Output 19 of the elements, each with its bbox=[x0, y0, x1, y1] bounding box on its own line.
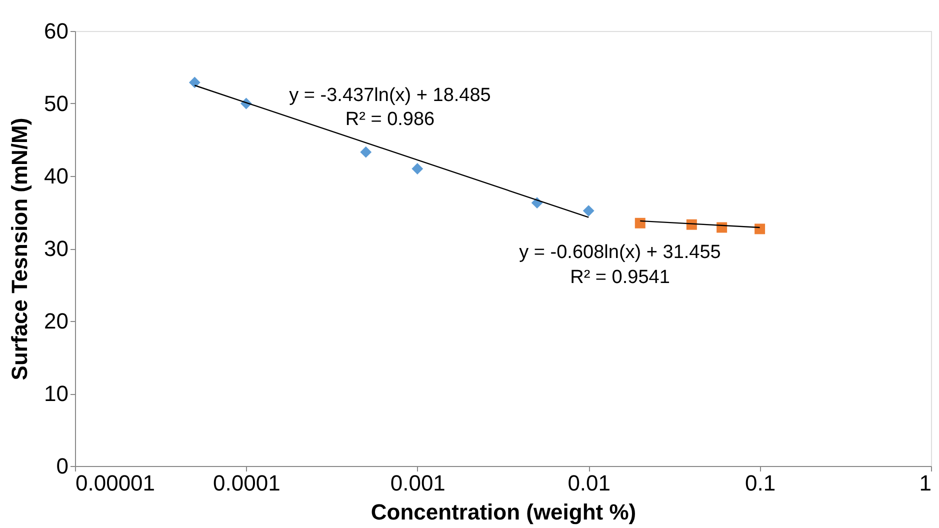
x-tick-label: 0.1 bbox=[745, 470, 776, 496]
x-axis-title: Concentration (weight %) bbox=[370, 500, 636, 524]
x-tick-label: 0.001 bbox=[390, 470, 446, 496]
y-tick-label: 30 bbox=[44, 236, 68, 261]
annotation: R² = 0.986 bbox=[345, 109, 435, 130]
y-tick-label: 60 bbox=[44, 18, 68, 44]
x-tick-label: 0.01 bbox=[568, 470, 611, 496]
y-tick-label: 10 bbox=[44, 381, 68, 406]
y-tick-label: 0 bbox=[56, 454, 68, 478]
annotation: y = -3.437ln(x) + 18.485 bbox=[289, 85, 491, 106]
y-axis-title: Surface Tesnsion (mN/M) bbox=[7, 118, 32, 380]
annotation: R² = 0.9541 bbox=[570, 267, 670, 288]
x-tick-label: 0.0001 bbox=[213, 470, 280, 496]
y-tick-label: 20 bbox=[44, 308, 68, 334]
y-tick-label: 50 bbox=[44, 91, 68, 116]
annotation: y = -0.608ln(x) + 31.455 bbox=[519, 242, 721, 263]
x-tick-label: 0.00001 bbox=[76, 470, 156, 496]
y-tick-label: 40 bbox=[44, 164, 68, 188]
x-tick-label: 1 bbox=[919, 470, 932, 496]
